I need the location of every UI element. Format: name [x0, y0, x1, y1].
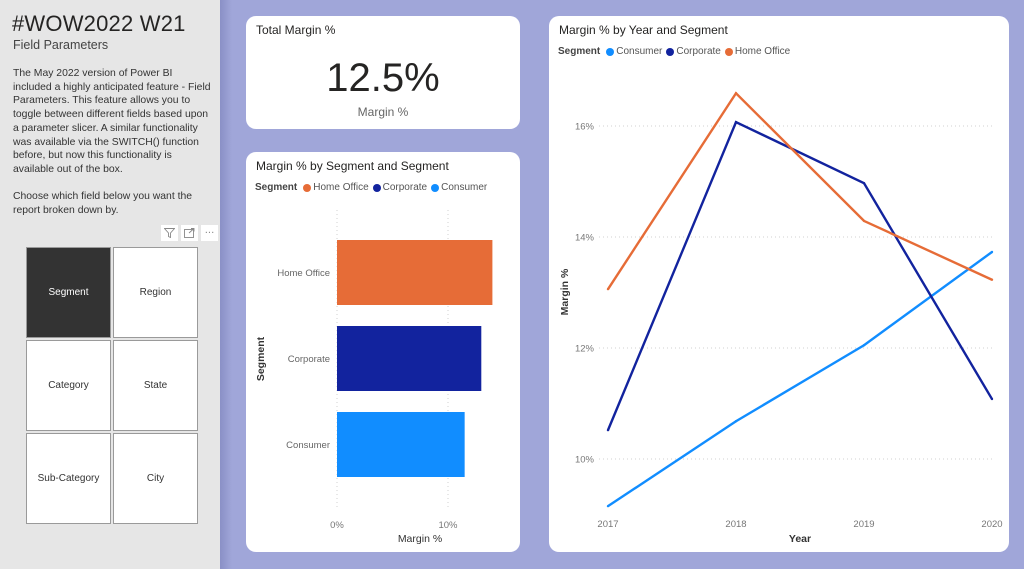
- kpi-label: Margin %: [357, 105, 409, 119]
- legend-dot-icon: [606, 47, 615, 56]
- line-chart-legend: Segment Consumer Corporate Home Office: [558, 46, 794, 57]
- report-title: #WOW2022 W21: [12, 11, 186, 36]
- legend-label: Corporate: [676, 46, 721, 57]
- legend-label: Home Office: [734, 46, 791, 57]
- legend-dot-icon: [666, 47, 675, 56]
- legend-item-corporate[interactable]: Corporate: [372, 182, 428, 193]
- slicer-option-region[interactable]: Region: [113, 247, 198, 338]
- filter-icon[interactable]: [161, 225, 178, 241]
- data-point-corporate[interactable]: [606, 428, 610, 432]
- line-series-corporate[interactable]: [606, 120, 994, 431]
- slicer-toolbar: ···: [161, 225, 218, 241]
- bar-consumer[interactable]: [337, 412, 465, 477]
- x-tick-label: 2020: [981, 519, 1002, 530]
- line-series-consumer[interactable]: [607, 251, 993, 508]
- y-axis-title: Margin %: [559, 268, 571, 315]
- y-tick-label: 16%: [575, 122, 595, 133]
- legend-label: Consumer: [616, 46, 663, 57]
- legend-item-consumer[interactable]: Consumer: [431, 182, 487, 193]
- x-axis-title: Year: [789, 533, 811, 545]
- data-point-consumer[interactable]: [862, 344, 866, 347]
- report-subtitle: Field Parameters: [13, 38, 109, 52]
- legend-dot-icon: [372, 183, 381, 192]
- x-tick-label: 2019: [853, 519, 874, 530]
- y-tick-label: 12%: [575, 344, 595, 355]
- legend-dot-icon: [724, 47, 733, 56]
- x-tick-label: 0%: [330, 520, 344, 531]
- data-point-consumer[interactable]: [734, 420, 738, 423]
- bar-chart-plot: 0% 10% Home Office Corporate Consumer Margin …: [255, 210, 493, 545]
- line-series-home-office[interactable]: [606, 91, 993, 290]
- y-category-label: Home Office: [277, 268, 330, 279]
- y-category-label: Corporate: [288, 354, 330, 365]
- kpi-value: 12.5%: [326, 56, 440, 100]
- legend-label: Corporate: [382, 182, 428, 193]
- bar-corporate[interactable]: [337, 326, 482, 391]
- data-point-corporate[interactable]: [990, 397, 994, 401]
- legend-label: Home Office: [313, 182, 369, 193]
- slicer-option-category[interactable]: Category: [26, 340, 111, 431]
- y-tick-label: 14%: [575, 233, 595, 244]
- x-tick-label: 10%: [438, 520, 458, 531]
- data-point-consumer[interactable]: [990, 250, 994, 254]
- more-options-icon[interactable]: ···: [201, 225, 218, 241]
- legend-label: Consumer: [441, 182, 488, 193]
- data-point-home-office[interactable]: [734, 92, 738, 95]
- y-axis-title: Segment: [255, 336, 267, 381]
- legend-item-home-office[interactable]: Home Office: [724, 46, 791, 57]
- sidebar: #WOW2022 W21 Field Parameters The May 20…: [0, 0, 220, 569]
- kpi-title: Total Margin %: [256, 23, 336, 37]
- data-point-corporate[interactable]: [734, 120, 738, 124]
- line-chart-card[interactable]: Margin % by Year and Segment Segment Con…: [549, 16, 1009, 552]
- y-tick-label: 10%: [575, 455, 595, 466]
- line-chart-title: Margin % by Year and Segment: [559, 23, 728, 37]
- canvas-shadow: [220, 0, 232, 569]
- kpi-card-total-margin[interactable]: Total Margin % 12.5% Margin %: [246, 16, 520, 129]
- x-axis-title: Margin %: [398, 533, 442, 545]
- legend-dot-icon: [303, 183, 312, 192]
- slicer-option-state[interactable]: State: [113, 340, 198, 431]
- data-point-home-office[interactable]: [862, 219, 866, 223]
- legend-dot-icon: [431, 183, 440, 192]
- slicer-option-segment[interactable]: Segment: [26, 247, 111, 338]
- y-category-label: Consumer: [286, 440, 330, 451]
- line-chart-plot: 10% 12% 14% 16% 2017 2018 2019 2020 Year Margin %: [559, 91, 1003, 545]
- field-parameter-slicer: Segment Region Category State Sub-Category Ci…: [26, 247, 198, 524]
- legend-title: Segment: [558, 46, 601, 57]
- legend-item-corporate[interactable]: Corporate: [666, 46, 721, 57]
- data-point-corporate[interactable]: [862, 181, 866, 185]
- focus-mode-icon[interactable]: [181, 225, 198, 241]
- bar-chart-legend: Segment Home Office Corporate Consumer: [255, 182, 491, 193]
- data-point-home-office[interactable]: [990, 278, 994, 281]
- slicer-option-sub-category[interactable]: Sub-Category: [26, 433, 111, 524]
- x-tick-label: 2017: [597, 519, 618, 530]
- bar-home-office[interactable]: [337, 240, 493, 305]
- data-point-consumer[interactable]: [606, 504, 610, 508]
- legend-item-home-office[interactable]: Home Office: [303, 182, 369, 193]
- x-tick-label: 2018: [725, 519, 746, 530]
- bar-chart-card[interactable]: Margin % by Segment and Segment Segment …: [246, 152, 520, 552]
- legend-title: Segment: [255, 182, 298, 193]
- bar-chart-title: Margin % by Segment and Segment: [256, 159, 449, 173]
- legend-item-consumer[interactable]: Consumer: [606, 46, 662, 57]
- report-description: The May 2022 version of Power BI include…: [13, 68, 211, 217]
- slicer-option-city[interactable]: City: [113, 433, 198, 524]
- data-point-home-office[interactable]: [606, 287, 610, 291]
